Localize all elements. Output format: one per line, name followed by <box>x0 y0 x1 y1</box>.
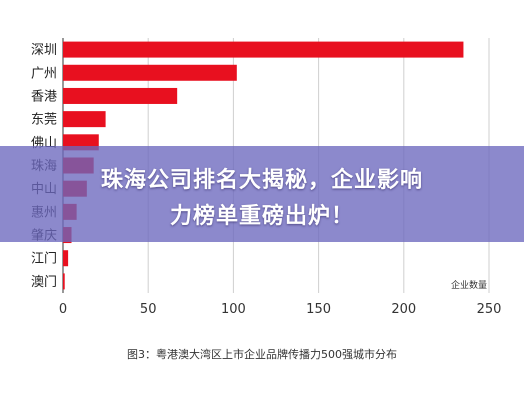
category-label: 澳门 <box>31 274 57 290</box>
x-tick-label: 0 <box>59 302 67 317</box>
category-label: 江门 <box>31 252 57 267</box>
category-label: 东莞 <box>31 113 57 128</box>
x-axis-title: 企业数量 <box>451 279 487 291</box>
category-label: 香港 <box>31 89 57 104</box>
headline-line-1: 珠海公司排名大揭秘，企业影响 <box>100 168 423 193</box>
bar <box>63 64 237 81</box>
headline-banner: 珠海公司排名大揭秘，企业影响 力榜单重磅出炉！ <box>0 146 524 242</box>
headline-line-2: 力榜单重磅出炉！ <box>169 204 354 229</box>
bar <box>63 111 106 128</box>
category-label: 广州 <box>31 66 57 81</box>
x-tick-label: 150 <box>306 302 331 317</box>
x-tick-label: 100 <box>221 302 246 317</box>
bar <box>63 87 178 104</box>
x-tick-label: 250 <box>477 302 502 317</box>
bar <box>63 250 69 267</box>
x-tick-label: 50 <box>140 302 157 317</box>
chart-caption: 图3：粤港澳大湾区上市企业品牌传播力500强城市分布 <box>127 348 397 361</box>
x-tick-labels: 0 50 100 150 200 250 <box>59 302 502 317</box>
bar <box>63 273 65 290</box>
x-tick-label: 200 <box>391 302 416 317</box>
bar <box>63 41 464 58</box>
category-label: 深圳 <box>31 43 57 58</box>
